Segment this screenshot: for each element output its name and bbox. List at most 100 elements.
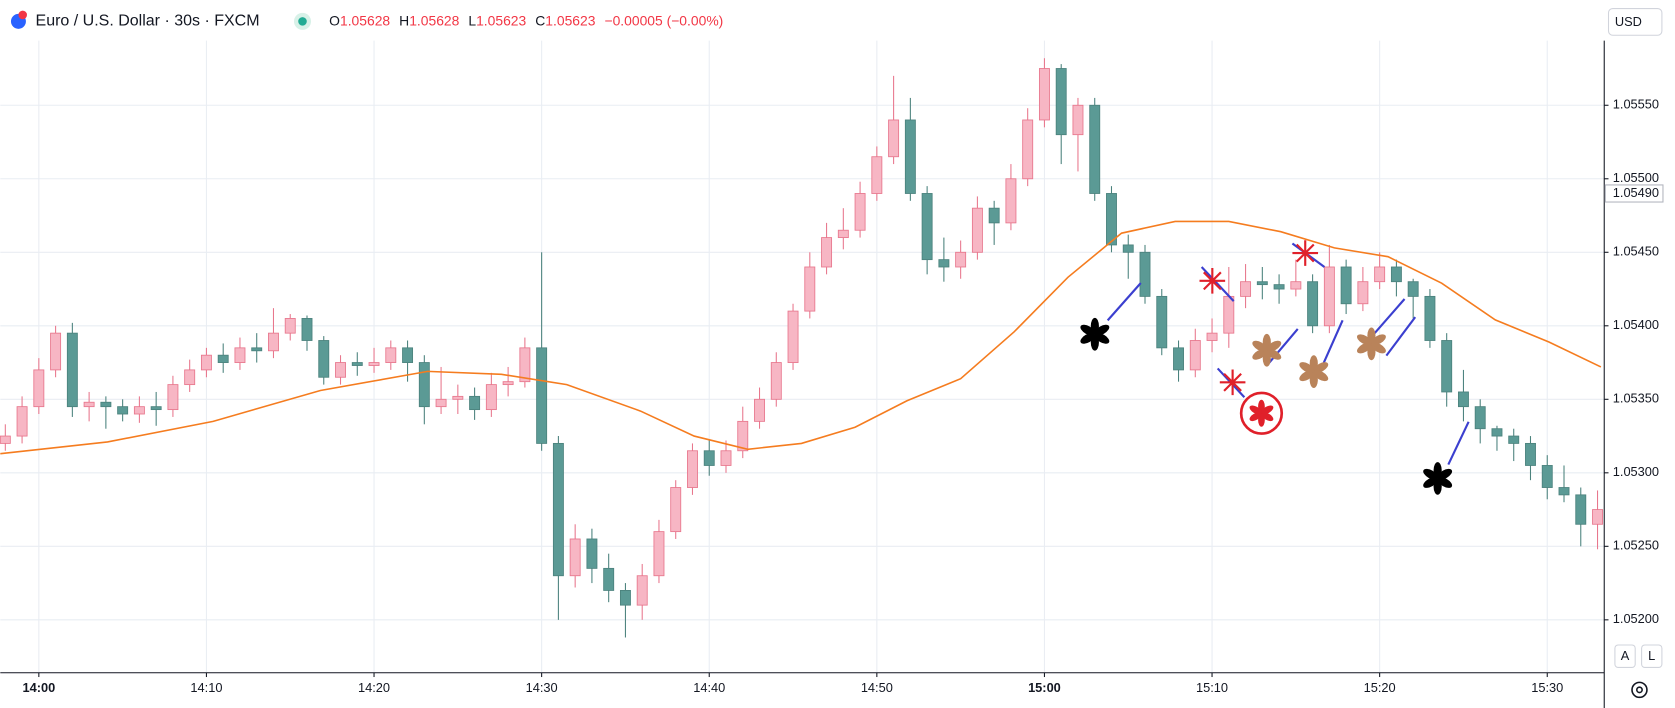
candle-body xyxy=(502,381,514,386)
candle-body xyxy=(16,406,28,437)
currency-button[interactable] xyxy=(1607,8,1663,36)
y-tick-label: 1.05350 xyxy=(1613,391,1659,406)
candle-body xyxy=(1173,347,1184,371)
candle-body xyxy=(1407,281,1419,297)
candle-body xyxy=(301,318,313,341)
candle-body xyxy=(184,369,196,386)
candle-body xyxy=(1240,281,1252,297)
log-label[interactable]: L xyxy=(1648,648,1655,663)
candle-body xyxy=(234,347,246,363)
candle-body xyxy=(1139,251,1151,297)
candle-body xyxy=(1424,295,1436,341)
candle-body xyxy=(117,406,129,415)
red-stars xyxy=(1199,240,1319,396)
candle-body xyxy=(1256,281,1268,286)
y-tick-label: 1.05500 xyxy=(1613,170,1659,185)
candle-body xyxy=(569,538,581,577)
candle-body xyxy=(737,420,749,452)
candle-body xyxy=(1575,494,1587,525)
candle-body xyxy=(200,354,212,371)
candle-body xyxy=(284,318,296,334)
candle-body xyxy=(955,251,967,268)
candle-body xyxy=(536,347,548,444)
trend-line xyxy=(1106,282,1142,322)
candle-body xyxy=(1357,281,1369,305)
candle-body xyxy=(402,347,414,363)
candle-body xyxy=(586,538,598,569)
log-button[interactable] xyxy=(1641,644,1663,668)
candle-body xyxy=(1525,442,1536,466)
candle-body xyxy=(66,332,78,408)
candle-body xyxy=(1323,266,1335,327)
candle-body xyxy=(217,354,229,363)
candle-body xyxy=(133,406,145,415)
y-tick-label: 1.05550 xyxy=(1613,97,1659,112)
currency-label[interactable]: USD xyxy=(1615,14,1642,29)
red-star xyxy=(1199,268,1226,294)
candle-body xyxy=(636,575,648,606)
settings-icon[interactable] xyxy=(1631,681,1648,699)
candle-body xyxy=(754,398,765,422)
candle-body xyxy=(1474,406,1486,430)
candle-body xyxy=(167,384,179,411)
candle-body xyxy=(1290,281,1302,290)
grid xyxy=(0,40,1605,673)
candle-body xyxy=(787,310,799,363)
candle-body xyxy=(1055,68,1067,136)
candle-body xyxy=(418,362,430,408)
candle-body xyxy=(1508,435,1520,444)
auto-button[interactable] xyxy=(1614,644,1636,668)
candle-body xyxy=(1189,340,1201,371)
candle-body xyxy=(83,401,95,408)
candle-body xyxy=(435,398,447,408)
candle-body xyxy=(33,369,45,408)
candle-body xyxy=(100,401,112,408)
candle-body xyxy=(1340,266,1352,305)
status-dot xyxy=(298,17,307,26)
candle-body xyxy=(720,450,732,466)
y-tick-label: 1.05400 xyxy=(1613,317,1659,332)
x-tick-label: 14:00 xyxy=(22,680,55,695)
candle-body xyxy=(921,193,933,261)
candle-body xyxy=(971,207,983,253)
x-tick-label: 14:50 xyxy=(861,680,893,695)
x-tick-label: 15:30 xyxy=(1531,680,1563,695)
candle-body xyxy=(888,119,900,158)
settings-icon-center xyxy=(1636,686,1643,694)
ohlc-key: O xyxy=(329,12,340,28)
trend-line xyxy=(1373,298,1406,334)
x-tick-label: 14:30 xyxy=(526,680,558,695)
candle-body xyxy=(150,406,162,411)
ohlc-key: H xyxy=(399,12,409,28)
x-tick-label: 14:10 xyxy=(190,680,222,695)
candle-body xyxy=(1106,193,1117,246)
candle-body xyxy=(385,347,397,363)
trend-line xyxy=(1385,316,1417,357)
candle-body xyxy=(368,362,380,366)
y-tick-label: 1.05200 xyxy=(1613,611,1659,626)
candle-body xyxy=(821,237,833,268)
candle-body xyxy=(1089,104,1101,194)
symbol-logo-flag xyxy=(18,10,27,20)
ohlc-value: 1.05623 xyxy=(545,12,595,28)
candle-body xyxy=(1038,68,1050,121)
candle-body xyxy=(1206,332,1218,341)
y-tick-label: 1.05450 xyxy=(1613,244,1659,259)
candle-body xyxy=(938,259,950,268)
candle-body xyxy=(1558,487,1570,496)
candle-body xyxy=(1390,266,1402,283)
candle-body xyxy=(871,156,883,194)
candle-body xyxy=(1122,244,1134,253)
candle-body xyxy=(1457,391,1469,408)
candle-body xyxy=(619,590,631,606)
candle-body xyxy=(770,362,782,400)
auto-label[interactable]: A xyxy=(1621,648,1630,663)
candle-body xyxy=(988,207,1000,224)
candle-body xyxy=(1374,266,1386,283)
candle-body xyxy=(1307,281,1319,327)
candle-body xyxy=(804,266,816,312)
candle-body xyxy=(335,362,346,378)
candle-body xyxy=(653,531,665,577)
ohlc-value: 1.05628 xyxy=(340,12,390,28)
